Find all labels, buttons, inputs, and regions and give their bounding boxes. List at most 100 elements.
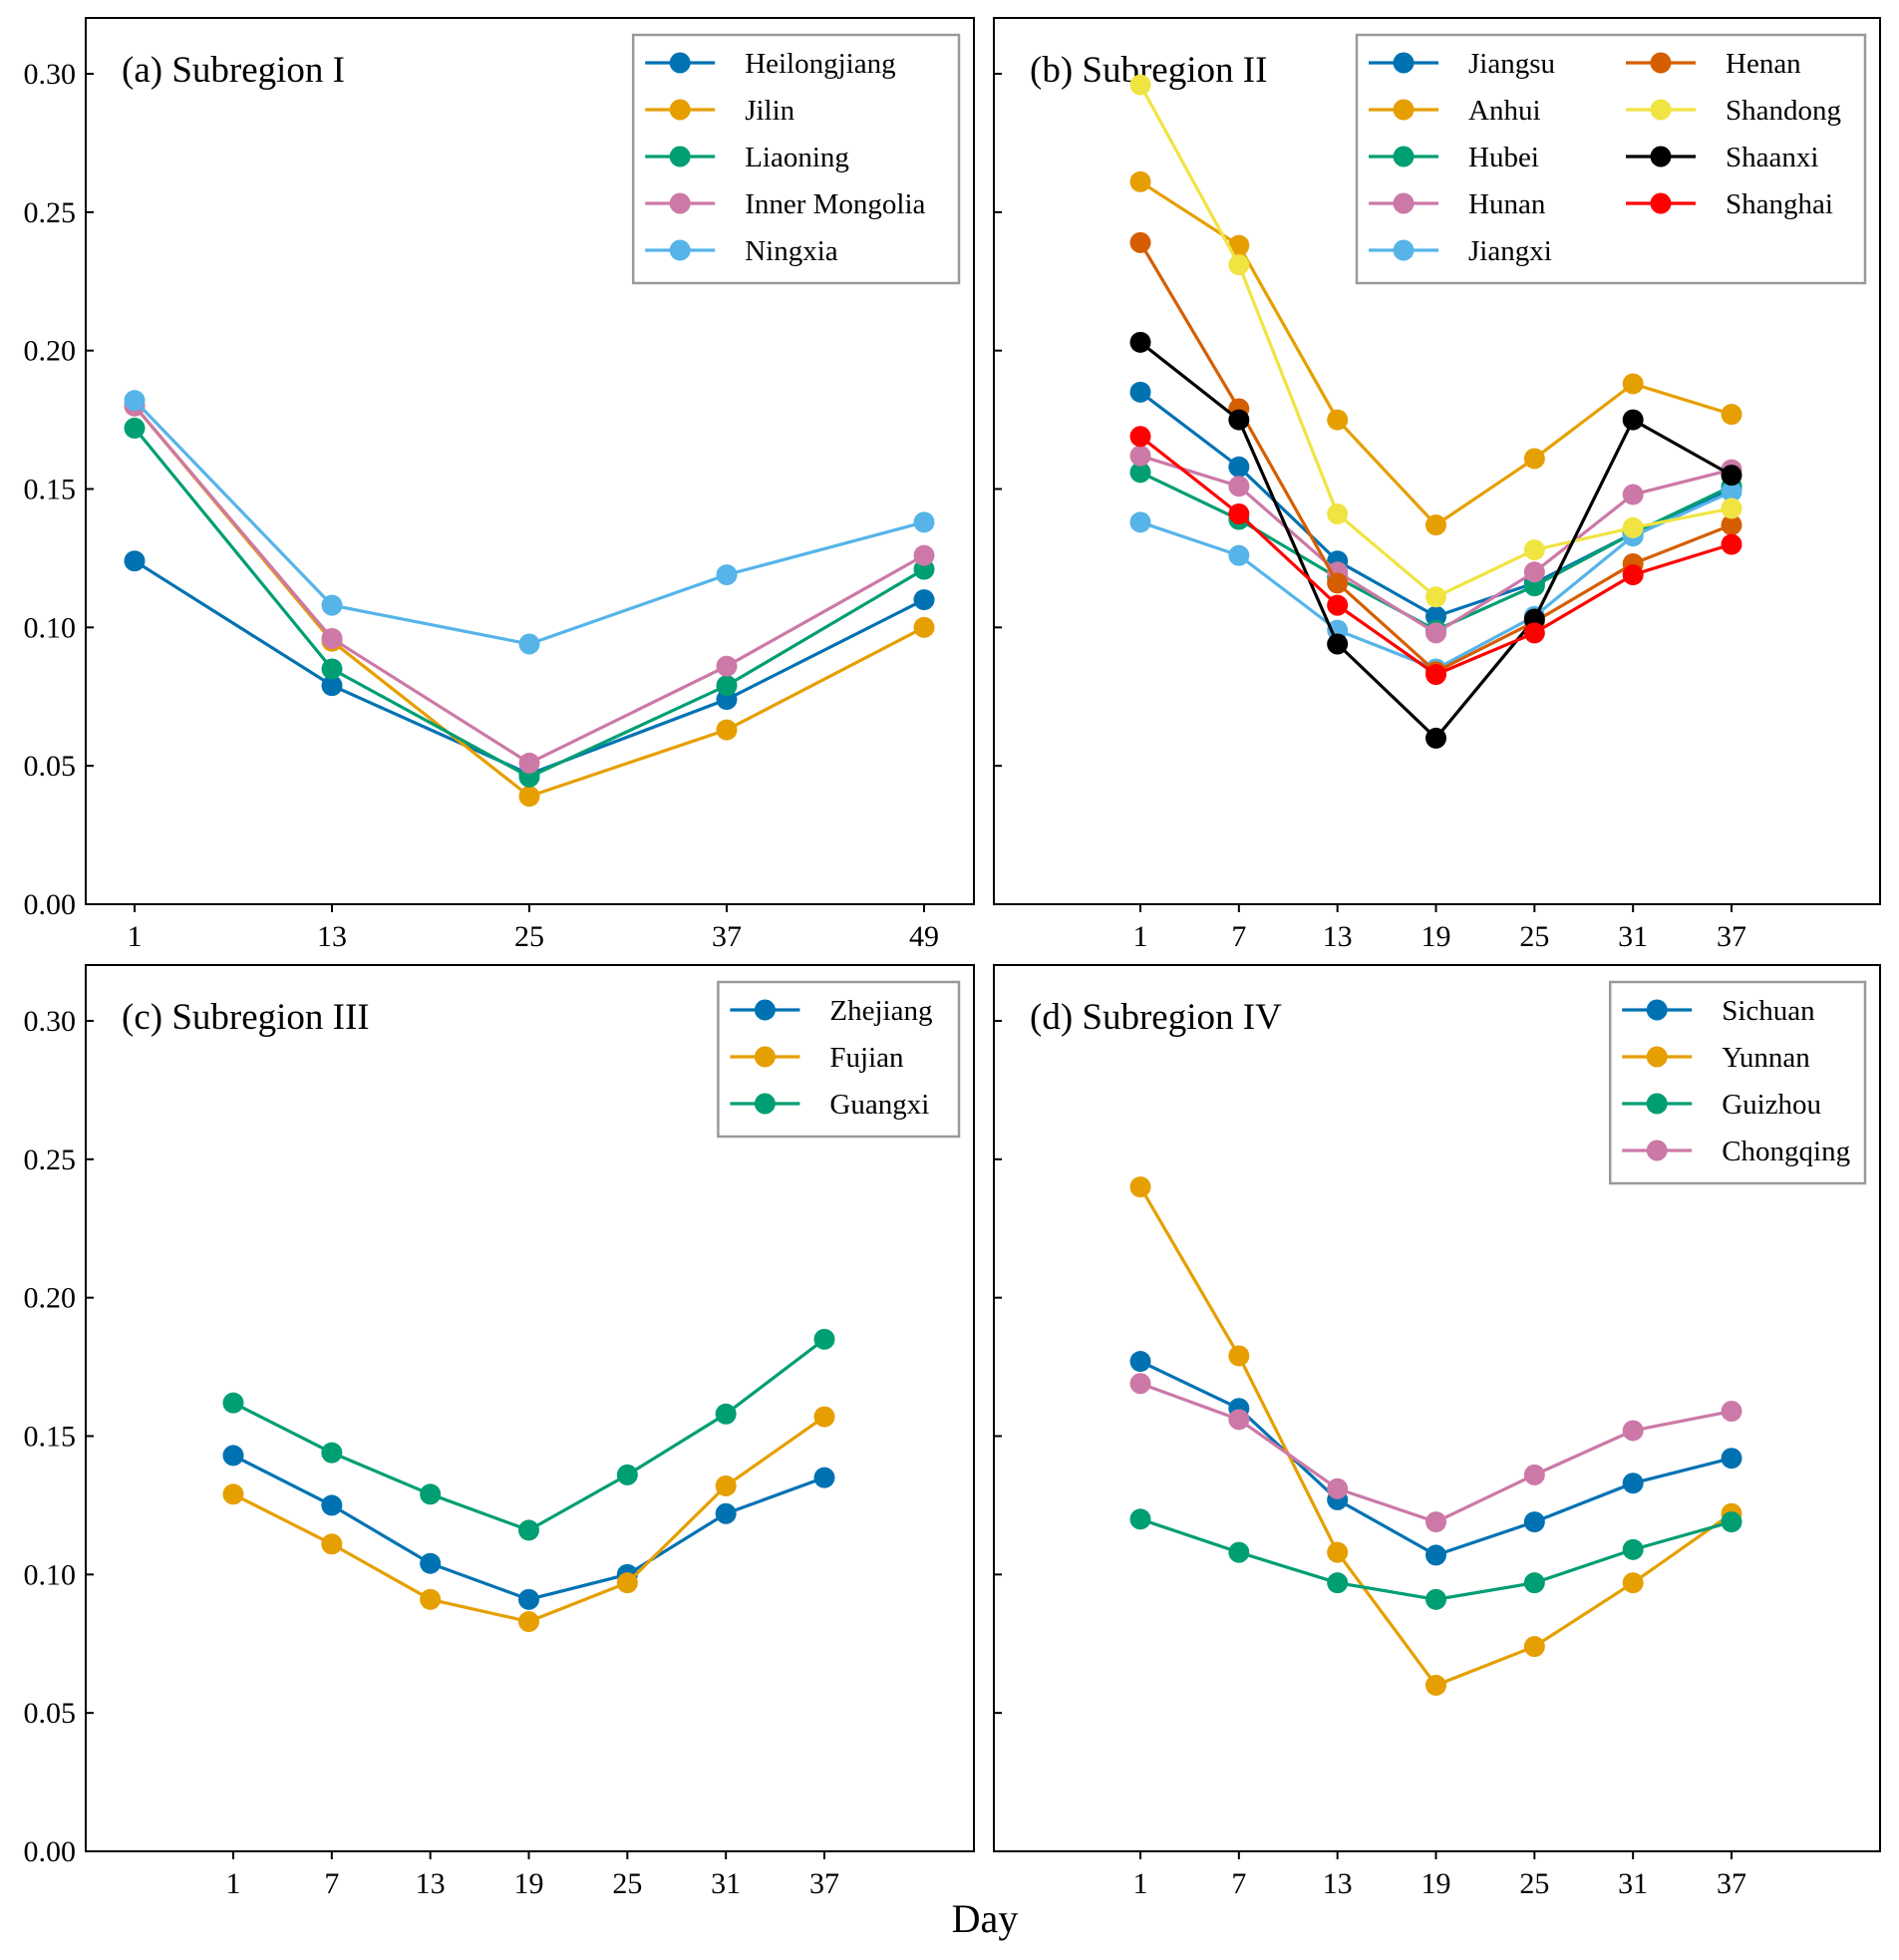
x-tick-label: 13: [1323, 920, 1353, 953]
legend-marker: [1650, 52, 1672, 74]
x-tick-label: 1: [1133, 920, 1148, 953]
legend-label: Hunan: [1468, 188, 1546, 220]
x-tick-label: 31: [1618, 1867, 1648, 1900]
data-point: [321, 1494, 343, 1516]
legend-entry: Guizhou: [1622, 1089, 1821, 1121]
legend-entry: Jiangsu: [1369, 48, 1555, 80]
data-point: [1523, 622, 1545, 644]
data-point: [518, 1611, 539, 1633]
legend-marker: [1646, 1140, 1668, 1161]
x-tick-label: 13: [317, 920, 347, 953]
y-tick-label: 0.10: [24, 611, 77, 644]
legend-marker: [1393, 52, 1415, 74]
data-point: [1327, 572, 1349, 594]
data-point: [321, 627, 343, 649]
data-point: [420, 1483, 442, 1505]
data-point: [124, 390, 146, 412]
series-anhui: [1129, 170, 1742, 536]
data-point: [1327, 1477, 1349, 1499]
data-point: [1228, 234, 1250, 256]
data-point: [913, 511, 935, 533]
data-point: [321, 1533, 343, 1555]
data-point: [1425, 1511, 1446, 1533]
data-point: [1228, 409, 1250, 431]
series-ningxia: [124, 390, 935, 655]
series-fujian: [222, 1406, 835, 1633]
data-point: [518, 786, 540, 808]
data-point: [1228, 1345, 1250, 1367]
x-tick-label: 25: [514, 920, 544, 953]
x-tick-label: 7: [324, 1867, 339, 1900]
legend-label: Ningxia: [745, 235, 838, 267]
data-point: [1622, 409, 1644, 431]
data-point: [420, 1552, 442, 1574]
y-tick-label: 0.20: [24, 335, 77, 368]
data-point: [1228, 254, 1250, 276]
data-point: [1228, 1409, 1250, 1431]
legend-label: Fujian: [829, 1042, 904, 1074]
legend-label: Shaanxi: [1726, 142, 1818, 173]
data-point: [716, 719, 738, 741]
data-point: [716, 564, 738, 586]
legend-marker: [1393, 146, 1415, 167]
data-point: [1622, 1572, 1644, 1594]
data-point: [1622, 1538, 1644, 1560]
legend-marker: [1650, 99, 1672, 121]
legend-label: Yunnan: [1722, 1042, 1810, 1074]
data-point: [222, 1445, 244, 1467]
x-tick-label: 25: [612, 1867, 642, 1900]
data-point: [124, 550, 146, 572]
data-point: [715, 1502, 737, 1524]
legend-entry: Shanghai: [1626, 188, 1833, 220]
x-tick-label: 1: [128, 920, 143, 953]
data-point: [1129, 1351, 1151, 1373]
data-point: [1129, 170, 1151, 192]
legend-entry: Fujian: [730, 1042, 904, 1074]
data-point: [1721, 1511, 1742, 1533]
legend-label: Sichuan: [1722, 995, 1815, 1027]
data-point: [321, 594, 343, 616]
legend-entry: Guangxi: [730, 1089, 929, 1121]
x-tick-label: 1: [1133, 1867, 1148, 1900]
data-point: [1228, 1541, 1250, 1563]
x-tick-label: 1: [226, 1867, 241, 1900]
data-point: [1622, 1472, 1644, 1494]
data-point: [1129, 445, 1151, 467]
data-point: [1129, 1176, 1151, 1198]
y-tick-label: 0.05: [24, 1697, 77, 1730]
data-point: [1425, 1674, 1446, 1696]
data-point: [813, 1406, 835, 1428]
series-heilongjiang: [124, 550, 935, 785]
x-tick-label: 7: [1231, 920, 1246, 953]
legend-marker: [1646, 999, 1668, 1021]
data-point: [1228, 476, 1250, 497]
series-line: [133, 405, 925, 799]
legend-marker: [754, 1046, 776, 1068]
data-point: [1425, 664, 1446, 686]
legend-entry: Shandong: [1626, 95, 1841, 127]
legend-marker: [1650, 192, 1672, 214]
series-line: [134, 559, 925, 777]
panel-b: 1 7 13 19 25 31 37(b) Subregion II JiangsuAnhui…: [993, 17, 1881, 953]
data-point: [1622, 564, 1644, 586]
series-line: [1138, 1185, 1733, 1688]
x-tick-label: 7: [1231, 1867, 1246, 1900]
legend-label: Heilongjiang: [745, 48, 895, 80]
x-tick-label: 13: [1323, 1867, 1353, 1900]
legend-label: Anhui: [1468, 95, 1541, 127]
data-point: [1523, 1572, 1545, 1594]
legend-marker: [669, 99, 691, 121]
legend-label: Henan: [1726, 48, 1801, 80]
data-point: [1327, 409, 1349, 431]
x-tick-label: 31: [711, 1867, 741, 1900]
data-point: [1721, 481, 1742, 502]
series-inner-mongolia: [124, 395, 935, 774]
series-line: [133, 427, 925, 780]
data-point: [1425, 727, 1446, 749]
series-yunnan: [1129, 1176, 1742, 1696]
legend-entry: Shaanxi: [1626, 142, 1818, 173]
legend-marker: [669, 52, 691, 74]
data-point: [518, 752, 540, 774]
y-tick-label: 0.00: [24, 1835, 77, 1868]
data-point: [1721, 1401, 1742, 1423]
